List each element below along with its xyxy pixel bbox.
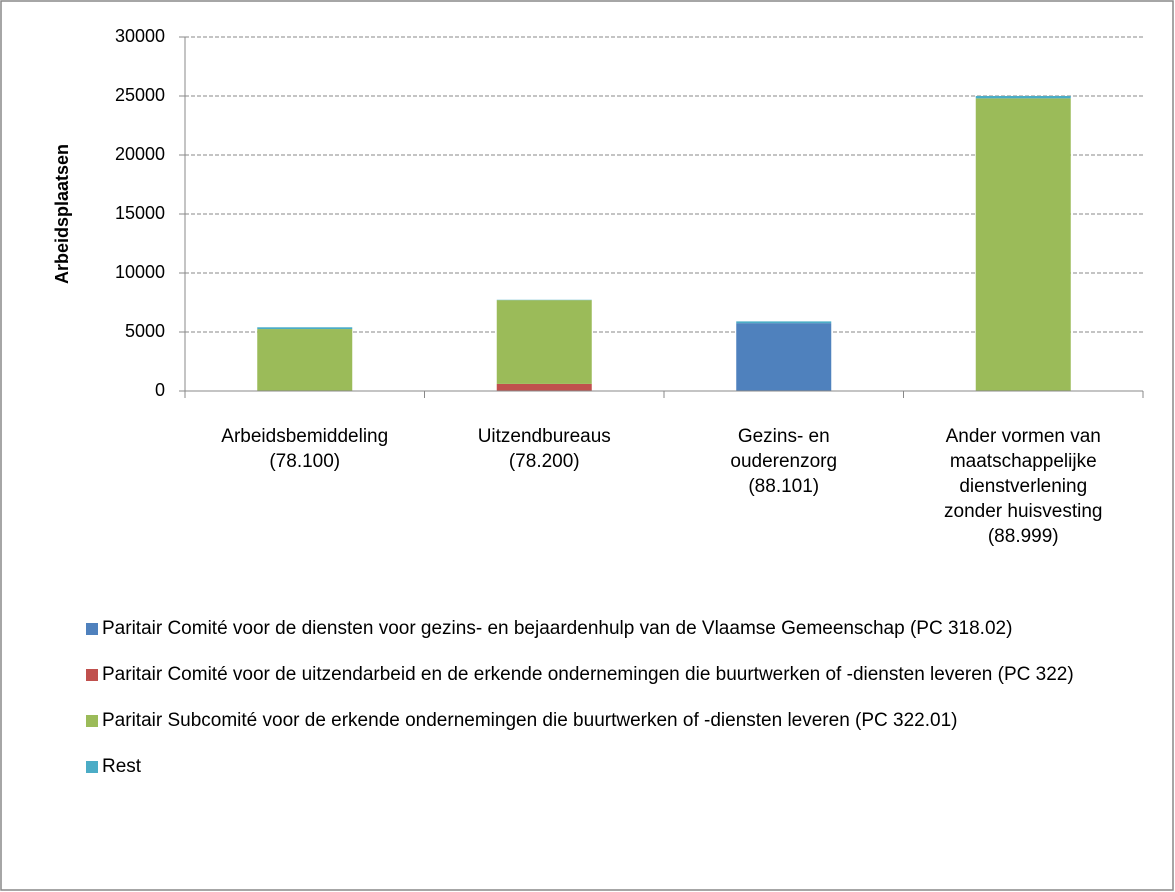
legend-item: Paritair Subcomité voor de erkende onder… [86, 707, 1126, 735]
bar-segment [975, 96, 1071, 99]
legend-label: Paritair Comité voor de uitzendarbeid en… [102, 664, 1074, 685]
bar-segment [496, 383, 592, 391]
x-tick-label: Uitzendbureaus [478, 426, 611, 447]
bar-segment [736, 323, 832, 391]
x-tick-label: zonder huisvesting [944, 501, 1102, 522]
y-tick-label: 15000 [115, 203, 165, 223]
legend-item: Paritair Comité voor de uitzendarbeid en… [86, 661, 1126, 689]
bar-segment [257, 327, 353, 330]
legend-swatch [86, 761, 98, 773]
y-tick-label: 0 [155, 380, 165, 400]
legend-item: Paritair Comité voor de diensten voor ge… [86, 615, 1126, 643]
legend-label: Rest [102, 756, 142, 777]
x-tick-label: ouderenzorg [730, 451, 837, 472]
y-tick-label: 30000 [115, 26, 165, 46]
y-tick-label: 20000 [115, 144, 165, 164]
bar-segment [736, 321, 832, 324]
y-tick-label: 10000 [115, 262, 165, 282]
x-tick-label: Ander vormen van [946, 426, 1101, 447]
legend-label: Paritair Subcomité voor de erkende onder… [102, 710, 958, 731]
y-tick-label: 5000 [125, 321, 165, 341]
x-tick-label: maatschappelijke [950, 451, 1097, 472]
legend-label: Paritair Comité voor de diensten voor ge… [102, 618, 1013, 639]
bar-segment [975, 98, 1071, 392]
legend-item: Rest [86, 753, 1126, 781]
x-tick-label: Arbeidsbemiddeling [221, 426, 388, 447]
bar-segment [496, 300, 592, 384]
y-axis-label: Arbeidsplaatsen [52, 144, 72, 284]
x-tick-label: dienstverlening [959, 476, 1087, 497]
legend-swatch [86, 715, 98, 727]
bar-segment [257, 329, 353, 391]
x-tick-label: (88.101) [748, 476, 819, 497]
x-tick-label: Gezins- en [738, 426, 830, 447]
legend-swatch [86, 623, 98, 635]
x-tick-label: (88.999) [988, 526, 1059, 547]
legend: Paritair Comité voor de diensten voor ge… [86, 615, 1126, 799]
x-tick-label: (78.200) [509, 451, 580, 472]
x-tick-label: (78.100) [269, 451, 340, 472]
legend-swatch [86, 669, 98, 681]
y-tick-label: 25000 [115, 85, 165, 105]
